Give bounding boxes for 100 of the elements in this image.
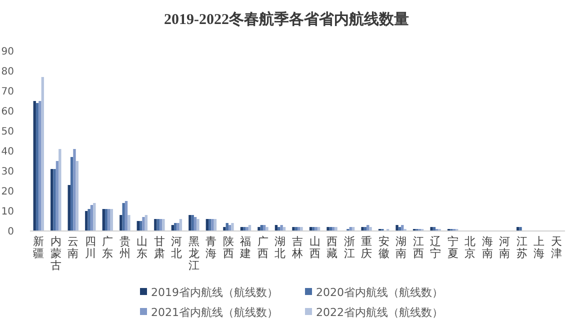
- bar: [211, 219, 214, 231]
- x-tick-label: 西藏: [326, 235, 338, 260]
- bar: [206, 219, 209, 231]
- bar: [56, 161, 59, 231]
- x-tick-label: 湖南: [396, 235, 407, 260]
- x-tick-label: 江西: [412, 235, 424, 260]
- x-tick-label: 湖北: [274, 235, 286, 260]
- bar: [188, 215, 192, 231]
- bar: [196, 219, 200, 231]
- bar: [144, 215, 148, 231]
- y-tick-label: 40: [1, 146, 14, 158]
- bar: [154, 219, 157, 231]
- x-tick-label: 浙江: [344, 235, 355, 260]
- x-tick-label: 吉林: [291, 235, 303, 260]
- bar: [266, 227, 268, 231]
- y-tick-label: 50: [1, 126, 14, 138]
- x-tick-label: 云南: [68, 235, 79, 260]
- bar: [214, 219, 217, 231]
- x-tick-label: 内蒙古: [50, 235, 62, 272]
- bar: [142, 217, 145, 231]
- bar: [124, 201, 128, 231]
- x-tick-label: 江苏: [516, 235, 528, 260]
- bar: [50, 169, 54, 231]
- bar: [369, 227, 372, 231]
- bar: [430, 227, 433, 231]
- legend-label: 2021省内航线（航线数）: [151, 306, 278, 319]
- bar: [231, 223, 234, 231]
- bar: [76, 161, 78, 231]
- bar: [246, 227, 248, 231]
- x-tick-label: 上海: [534, 235, 545, 260]
- bar: [38, 101, 42, 231]
- bar: [108, 209, 110, 231]
- bar: [208, 219, 212, 231]
- bar: [90, 205, 94, 231]
- legend-label: 2019省内航线（航线数）: [151, 286, 278, 299]
- x-tick-label: 甘肃: [154, 235, 165, 260]
- x-tick-label: 广西: [257, 235, 268, 260]
- y-tick-label: 70: [1, 86, 14, 98]
- x-tick-label: 黑龙江: [188, 235, 200, 272]
- bar: [85, 211, 88, 231]
- x-tick-label: 河南: [499, 235, 510, 260]
- chart-title: 2019-2022冬春航季各省省内航线数量: [164, 10, 409, 28]
- y-tick-label: 60: [1, 106, 14, 118]
- bar: [334, 227, 338, 231]
- y-tick-label: 10: [1, 206, 14, 218]
- y-tick-label: 30: [1, 166, 14, 178]
- bar: [396, 225, 398, 231]
- bar: [191, 215, 194, 231]
- bar: [70, 157, 74, 231]
- bar: [102, 209, 105, 231]
- bar: [41, 77, 44, 231]
- y-tick-label: 90: [1, 46, 14, 58]
- x-tick-label: 山西: [309, 235, 320, 260]
- bar: [110, 209, 114, 231]
- x-tick-label: 海南: [482, 235, 493, 260]
- bar: [194, 217, 197, 231]
- bar: [93, 203, 96, 231]
- bar: [179, 219, 182, 231]
- bar: [280, 225, 283, 231]
- x-tick-label: 河北: [171, 235, 182, 260]
- x-tick-label: 陕西: [222, 235, 234, 260]
- x-tick-label: 山东: [136, 235, 148, 260]
- bar: [162, 219, 165, 231]
- x-tick-label: 宁夏: [447, 235, 458, 260]
- bar: [258, 227, 260, 231]
- y-tick-label: 20: [1, 186, 14, 198]
- x-tick-label: 天津: [550, 235, 562, 260]
- bar: [120, 215, 122, 231]
- x-tick-label: 安徽: [378, 235, 390, 260]
- x-tick-label: 福建: [239, 235, 252, 260]
- bar: [104, 209, 108, 231]
- y-tick-label: 80: [1, 66, 14, 78]
- x-tick-label: 北京: [464, 235, 476, 260]
- bar: [300, 227, 303, 231]
- bar: [159, 219, 162, 231]
- bar: [361, 227, 364, 231]
- x-tick-label: 青海: [206, 235, 217, 260]
- bar: [519, 227, 522, 231]
- x-tick-label: 广东: [102, 235, 114, 260]
- bar: [156, 219, 160, 231]
- x-tick-label: 贵州: [119, 235, 130, 260]
- x-tick-label: 新疆: [33, 235, 44, 260]
- bar: [88, 209, 90, 231]
- legend-label: 2022省内航线（航线数）: [316, 306, 443, 319]
- bar: [128, 215, 130, 231]
- bar: [36, 103, 39, 231]
- x-tick-label: 重庆: [361, 235, 372, 260]
- bar: [73, 149, 76, 231]
- x-tick-label: 辽宁: [430, 235, 442, 260]
- bar: [33, 101, 36, 231]
- bar: [326, 227, 330, 231]
- y-tick-label: 0: [8, 226, 14, 238]
- bar: [122, 203, 125, 231]
- bar: [58, 149, 62, 231]
- bar: [176, 223, 180, 231]
- bar: [312, 227, 315, 231]
- bar: [292, 227, 295, 231]
- legend-label: 2020省内航线（航线数）: [316, 286, 443, 299]
- x-tick-label: 四川: [84, 235, 96, 260]
- bar: [53, 169, 56, 231]
